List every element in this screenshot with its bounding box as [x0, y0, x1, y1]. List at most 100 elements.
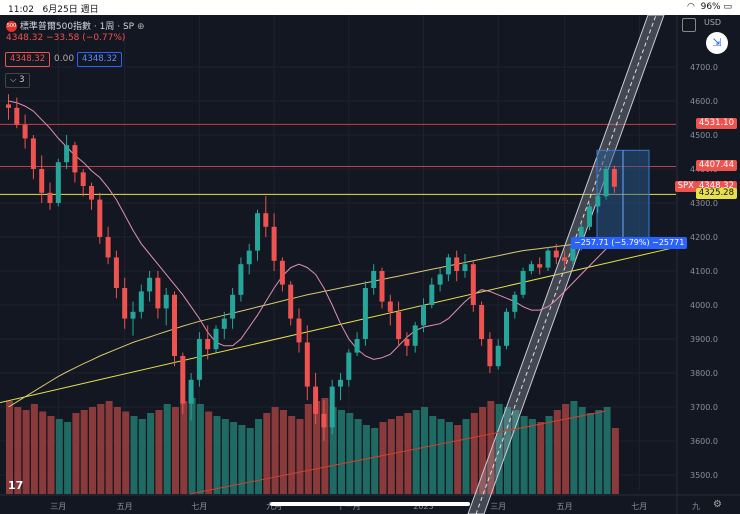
candle [230, 294, 236, 319]
candle [329, 386, 335, 428]
candle [462, 264, 468, 271]
volume-bar [213, 416, 221, 494]
candle [562, 257, 568, 261]
price-tag: 4531.10 [695, 118, 737, 130]
spread-value: 0.00 [54, 54, 75, 64]
buy-box[interactable]: 4348.32 [77, 52, 123, 67]
volume-bar [387, 419, 395, 494]
candle [138, 291, 144, 312]
volume-bar [180, 401, 188, 494]
wifi-icon: ◠ [687, 2, 695, 12]
settings-gear-icon[interactable]: ⚙ [713, 499, 722, 510]
indicators-toggle[interactable]: ⌵ 3 [5, 73, 30, 88]
volume-bar [6, 401, 13, 494]
volume-bar [603, 407, 611, 494]
volume-bar [338, 410, 345, 494]
volume-bar [147, 413, 155, 494]
y-tick-label: 3700.0 [690, 403, 718, 412]
volume-bar [196, 404, 204, 494]
candle [279, 260, 285, 285]
volume-bar [354, 419, 362, 494]
candle [213, 328, 219, 350]
collapse-arrows-icon[interactable]: ⇲ [706, 32, 728, 54]
calendar-icon[interactable] [682, 18, 696, 32]
candle [255, 213, 260, 251]
volume-bar [553, 410, 561, 494]
candle [354, 339, 360, 353]
candle [122, 288, 128, 319]
x-tick-label: 三月 [50, 502, 66, 511]
volume-bar [445, 422, 453, 494]
candle [570, 247, 576, 261]
volume-bar [288, 416, 296, 494]
candle [504, 311, 509, 346]
price-chart[interactable]: 3500.0 3600.0 3700.0 3800.0 3900.0 4000.0 4100… [0, 15, 740, 514]
volume-bar [97, 404, 105, 494]
volume-bar [487, 401, 495, 494]
x-tick-label: 五月 [557, 502, 573, 511]
time-axis: 三月 五月 七月 九月 十一月 2023 三月 五月 七月 九 [50, 501, 700, 511]
candle [30, 138, 36, 169]
candle [196, 339, 202, 380]
volume-bar [172, 407, 179, 494]
candle [55, 162, 61, 203]
candle [271, 226, 277, 261]
candle [437, 274, 443, 285]
candle [412, 325, 418, 346]
candle [64, 145, 70, 163]
x-tick-label: 九 [692, 502, 700, 511]
currency-label[interactable]: USD [704, 18, 722, 27]
candle [205, 339, 211, 350]
volume-bar [329, 407, 337, 494]
x-tick-label: 七月 [631, 502, 647, 511]
volume-bar [230, 422, 238, 494]
candle [263, 213, 269, 227]
candle [470, 264, 476, 305]
volume-bar [346, 413, 354, 494]
volume-bar [545, 416, 553, 494]
symbol-header[interactable]: 500 標準普爾500指數 · 1周 · SP ⊕ [6, 19, 145, 32]
candle [495, 345, 501, 367]
volume-bar [371, 428, 379, 494]
candle [238, 264, 244, 295]
candle [371, 271, 377, 288]
candle [421, 305, 426, 326]
candle [39, 169, 45, 193]
volume-bar [163, 404, 171, 494]
volume-bar [39, 411, 47, 494]
volume-bar [89, 407, 96, 494]
volume-bar [562, 404, 570, 494]
candle [520, 271, 526, 295]
compare-icon[interactable]: ⊕ [136, 22, 145, 32]
candle [545, 250, 551, 268]
tradingview-logo-icon: 17 [8, 479, 24, 492]
volume-bar [80, 410, 88, 494]
volume-bar [72, 413, 80, 494]
volume-bar [504, 407, 511, 494]
x-tick-label: 九月 [266, 502, 282, 511]
status-date: 6月25日 週日 [42, 5, 99, 15]
symbol-tag: SPX [674, 180, 697, 192]
status-bar: 11:02 6月25日 週日 ◠ 96% ▭ [0, 0, 740, 15]
volume-bar [313, 401, 321, 494]
battery-percent: 96% [700, 2, 721, 12]
candle [22, 124, 28, 139]
candle [379, 271, 385, 302]
volume-bar [396, 416, 404, 494]
volume-bar [246, 428, 254, 494]
volume-bar [578, 407, 586, 494]
y-tick-label: 4300.0 [690, 199, 718, 208]
volume-bar [155, 410, 163, 494]
price-tag: 4407.44 [695, 160, 737, 172]
sell-box[interactable]: 4348.32 [5, 52, 51, 67]
y-tick-label: 4100.0 [690, 267, 718, 276]
volume-bar [30, 404, 38, 494]
symbol-title: 標準普爾500指數 · 1周 · SP [19, 22, 135, 32]
candle [147, 277, 153, 292]
volume-bar [587, 413, 594, 494]
candle [603, 169, 609, 197]
candle [296, 318, 302, 343]
candle [387, 301, 393, 312]
volume-bar [495, 404, 503, 494]
candle [105, 237, 111, 258]
